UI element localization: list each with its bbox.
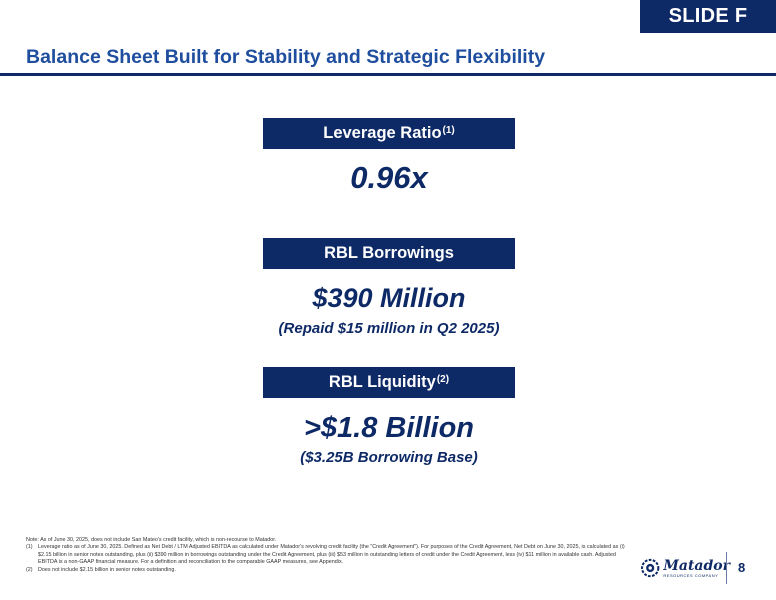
rbl-borrowings-value: $390 Million <box>312 283 466 313</box>
company-logo: Matador RESOURCES COMPANY <box>640 548 730 588</box>
logo-word: Matador <box>663 557 730 574</box>
logo-subtitle: RESOURCES COMPANY <box>663 572 719 578</box>
rbl-liquidity-subvalue: ($3.25B Borrowing Base) <box>300 449 478 466</box>
footnote-2-number: (2) <box>26 566 33 573</box>
footnote-1: (1) Leverage ratio as of June 30, 2025. … <box>26 544 636 566</box>
logo-wordmark: Matador RESOURCES COMPANY <box>663 559 730 578</box>
page-number: 8 <box>738 560 746 575</box>
rbl-borrowings-subvalue: (Repaid $15 million in Q2 2025) <box>278 320 500 337</box>
footnote-intro: Note: As of June 30, 2025, does not incl… <box>26 537 277 543</box>
footnote-1-number: (1) <box>26 544 33 551</box>
title-divider <box>0 73 776 76</box>
leverage-ratio-header: Leverage Ratio (1) <box>263 118 515 149</box>
rbl-liquidity-value: >$1.8 Billion <box>303 412 475 444</box>
leverage-ratio-footnote-ref: (1) <box>442 125 455 136</box>
page-title: Balance Sheet Built for Stability and St… <box>26 46 546 68</box>
rbl-liquidity-header-label: RBL Liquidity <box>328 373 436 391</box>
footnote-1-text: Leverage ratio as of June 30, 2025. Defi… <box>38 544 625 566</box>
rbl-borrowings-header: RBL Borrowings <box>263 238 515 269</box>
rbl-liquidity-footnote-ref: (2) <box>436 374 450 385</box>
rbl-borrowings-header-label: RBL Borrowings <box>324 244 454 262</box>
footnotes: Note: As of June 30, 2025, does not incl… <box>26 537 636 574</box>
slide-tag-label: SLIDE F <box>668 5 748 27</box>
leverage-ratio-header-label: Leverage Ratio <box>323 124 442 142</box>
footnote-2: (2) Does not include $2.15 billion in se… <box>26 567 636 574</box>
footnote-2-text: Does not include $2.15 billion in senior… <box>38 566 176 573</box>
slide-tag: SLIDE F <box>640 0 776 33</box>
wheel-emblem-icon <box>641 558 660 578</box>
rbl-liquidity-header: RBL Liquidity (2) <box>263 367 515 398</box>
logo-divider <box>726 552 727 584</box>
leverage-ratio-value: 0.96x <box>350 160 428 195</box>
